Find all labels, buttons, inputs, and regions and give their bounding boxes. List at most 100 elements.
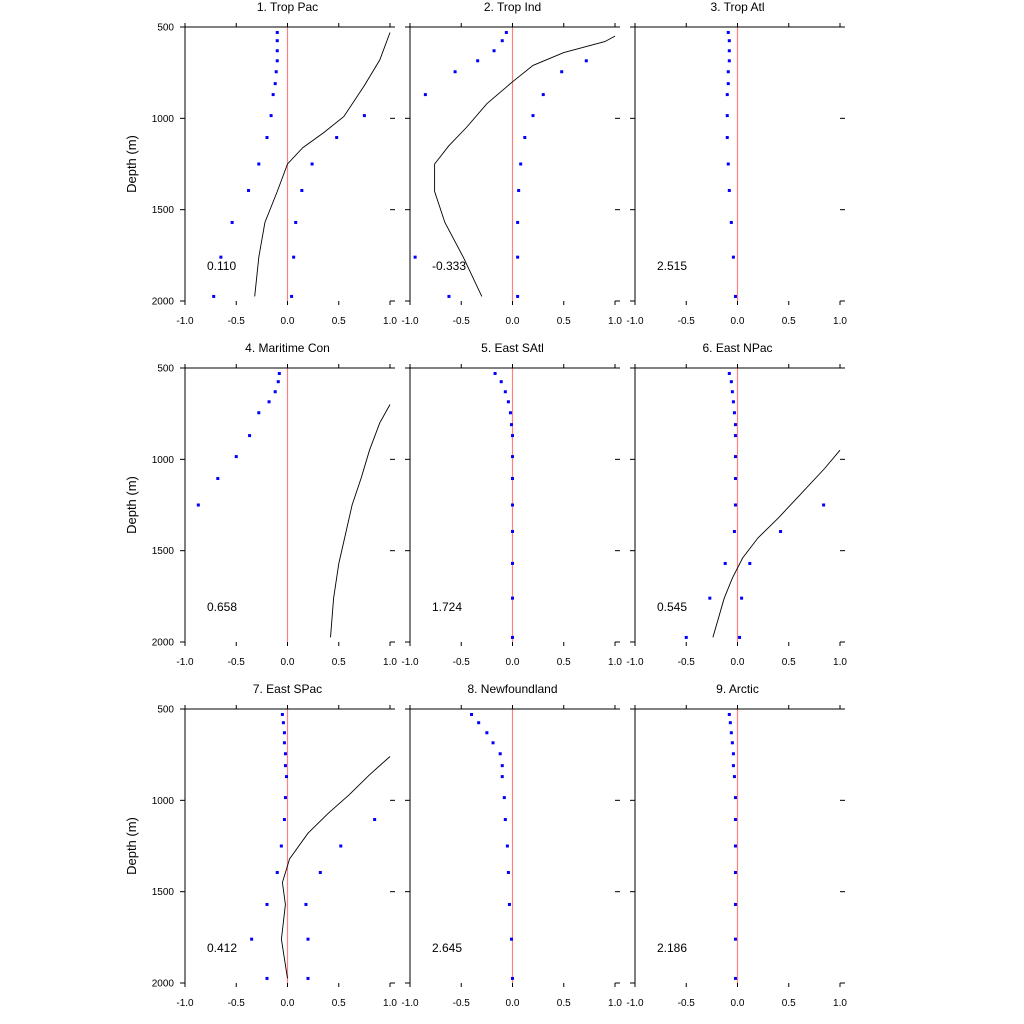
profile-line	[434, 35, 616, 297]
profile-line	[254, 32, 391, 297]
x-tick-label: 1.0	[833, 657, 847, 668]
panel-8: 8. Newfoundland -1.0 -0.5 0.0 0.5 1.0 2.645	[401, 682, 622, 1009]
data-point	[733, 902, 737, 906]
data-point	[748, 561, 752, 565]
data-point	[318, 870, 322, 874]
data-point	[511, 976, 514, 980]
data-point	[684, 635, 688, 639]
data-point	[275, 59, 279, 63]
x-tick-label: -0.5	[678, 998, 696, 1009]
data-point	[279, 844, 283, 848]
data-point	[733, 503, 737, 507]
x-tick-label: 0.0	[281, 998, 295, 1009]
data-point	[511, 455, 514, 459]
data-point	[506, 870, 510, 874]
data-point	[257, 411, 261, 415]
data-point	[269, 114, 273, 118]
panel-annotation: 0.110	[207, 259, 236, 273]
data-point	[275, 39, 279, 43]
data-point	[584, 59, 588, 63]
x-tick-label: 0.0	[281, 316, 295, 327]
data-point	[511, 434, 514, 438]
data-point	[733, 423, 737, 427]
data-point	[447, 294, 451, 298]
data-point	[531, 114, 535, 118]
x-tick-label: 0.0	[281, 657, 295, 668]
y-axis-label: Depth (m)	[124, 817, 139, 875]
x-tick-label: -1.0	[626, 998, 644, 1009]
x-tick-label: 1.0	[608, 316, 622, 327]
data-point	[732, 529, 736, 533]
panel-annotation: 2.186	[657, 941, 687, 955]
x-tick-label: 0.0	[731, 998, 745, 1009]
data-point	[779, 529, 783, 533]
data-point	[731, 764, 735, 768]
data-point	[294, 220, 298, 224]
x-tick-label: 0.0	[506, 657, 520, 668]
x-tick-label: -0.5	[453, 657, 471, 668]
data-point	[541, 93, 545, 97]
panel-3: 3. Trop Atl -1.0 -0.5 0.0 0.5 1.0 2.515	[626, 0, 847, 327]
panel-4: 4. Maritime Con 500 1000 1500 2000-1.0 -0.5 0.…	[124, 341, 397, 668]
y-tick-label: 1500	[152, 546, 175, 557]
x-tick-label: 0.0	[731, 316, 745, 327]
panel-title: 3. Trop Atl	[710, 0, 764, 14]
data-point	[306, 937, 310, 941]
data-point	[726, 162, 730, 166]
data-point	[516, 220, 520, 224]
data-point	[470, 712, 473, 716]
data-point	[453, 70, 457, 74]
x-tick-label: -1.0	[401, 657, 419, 668]
x-tick-label: -0.5	[453, 998, 471, 1009]
data-point	[282, 731, 286, 735]
data-point	[284, 775, 288, 779]
data-point	[219, 255, 223, 259]
data-point	[733, 844, 737, 848]
data-point	[423, 93, 427, 97]
data-point	[727, 49, 731, 53]
x-tick-label: -1.0	[176, 657, 194, 668]
data-point	[267, 400, 271, 404]
panel-title: 4. Maritime Con	[245, 341, 330, 355]
data-point	[292, 255, 296, 259]
data-point	[304, 902, 308, 906]
panel-annotation: 0.412	[207, 941, 237, 955]
x-tick-label: -0.5	[228, 657, 246, 668]
panel-title: 1. Trop Pac	[257, 0, 318, 14]
x-tick-label: 1.0	[833, 998, 847, 1009]
data-point	[733, 796, 737, 800]
panel-title: 8. Newfoundland	[467, 682, 557, 696]
data-point	[282, 741, 286, 745]
data-point	[310, 162, 314, 166]
x-tick-label: 0.5	[782, 316, 796, 327]
data-point	[738, 635, 742, 639]
x-tick-label: -1.0	[176, 316, 194, 327]
x-tick-label: -1.0	[401, 316, 419, 327]
data-point	[726, 30, 730, 34]
data-point	[517, 188, 521, 192]
panel-9: 9. Arctic -1.0 -0.5 0.0 0.5 1.0 2.186	[626, 682, 847, 1009]
panel-annotation: 0.545	[657, 600, 687, 614]
data-point	[248, 434, 252, 438]
data-point	[506, 400, 510, 404]
data-point	[273, 390, 277, 394]
data-point	[731, 752, 735, 756]
panel-title: 5. East SAtl	[481, 341, 544, 355]
data-point	[519, 162, 523, 166]
data-point	[493, 371, 497, 375]
panel-title: 6. East NPac	[702, 341, 772, 355]
data-point	[282, 818, 286, 822]
x-tick-label: 1.0	[383, 316, 397, 327]
data-point	[502, 796, 506, 800]
x-tick-label: 0.5	[557, 657, 571, 668]
panel-annotation: 0.658	[207, 600, 237, 614]
y-tick-label: 1000	[152, 796, 175, 807]
data-point	[725, 136, 729, 140]
data-point	[271, 93, 275, 97]
data-point	[729, 380, 733, 384]
data-point	[733, 294, 737, 298]
data-point	[730, 741, 734, 745]
data-point	[727, 188, 731, 192]
data-point	[731, 255, 735, 259]
data-point	[273, 82, 277, 86]
